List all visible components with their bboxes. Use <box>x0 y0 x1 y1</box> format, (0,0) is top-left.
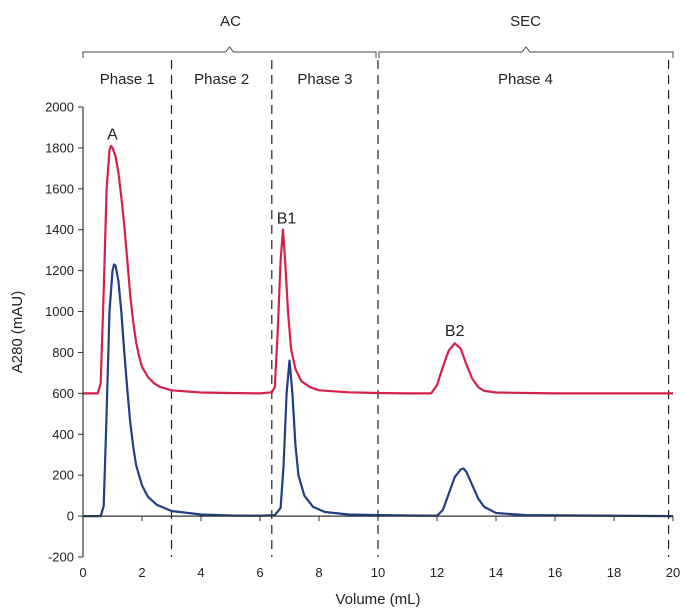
y-tick-label: 800 <box>52 345 74 360</box>
x-tick-label: 20 <box>666 565 680 580</box>
y-tick-label: 600 <box>52 386 74 401</box>
peak-label: A <box>107 127 118 144</box>
phase-label: Phase 4 <box>498 71 553 88</box>
phase-dividers <box>170 60 670 557</box>
y-tick-label: 1600 <box>45 181 74 196</box>
phase-label: Phase 3 <box>297 71 352 88</box>
x-tick-label: 10 <box>371 565 385 580</box>
x-tick-label: 12 <box>430 565 444 580</box>
x-tick-label: 18 <box>607 565 621 580</box>
chart-labels: AC SEC Phase 1 Phase 2 Phase 3 Phase 4 A B1 B2 <box>100 13 553 340</box>
x-tick-label: 2 <box>138 565 145 580</box>
y-tick-label: 1400 <box>45 222 74 237</box>
y-tick-label: 400 <box>52 427 74 442</box>
axes: -200020040060080010001200140016001800200… <box>9 100 680 609</box>
x-tick-label: 0 <box>79 565 86 580</box>
y-tick-label: 2000 <box>45 100 74 115</box>
phase-label: Phase 2 <box>194 71 249 88</box>
y-tick-label: -200 <box>48 550 74 565</box>
group-brace <box>378 46 674 58</box>
y-tick-label: 200 <box>52 468 74 483</box>
y-tick-label: 1000 <box>45 304 74 319</box>
x-tick-label: 8 <box>315 565 322 580</box>
peak-label: B2 <box>445 323 465 340</box>
series-layer <box>83 144 674 518</box>
x-tick-label: 4 <box>197 565 204 580</box>
y-tick-label: 1200 <box>45 263 74 278</box>
x-axis-title: Volume (mL) <box>335 591 420 608</box>
phase-braces <box>82 46 674 58</box>
series-line-blue <box>83 263 674 518</box>
x-tick-label: 16 <box>548 565 562 580</box>
y-tick-label: 1800 <box>45 140 74 155</box>
phase-label: Phase 1 <box>100 71 155 88</box>
series-line-red <box>83 144 673 395</box>
group-brace <box>82 46 377 58</box>
group-label: SEC <box>510 13 541 30</box>
peak-label: B1 <box>277 211 297 228</box>
y-axis-title: A280 (mAU) <box>9 291 26 374</box>
x-tick-label: 14 <box>489 565 503 580</box>
y-tick-label: 0 <box>67 509 74 524</box>
x-tick-label: 6 <box>256 565 263 580</box>
group-label: AC <box>220 13 241 30</box>
